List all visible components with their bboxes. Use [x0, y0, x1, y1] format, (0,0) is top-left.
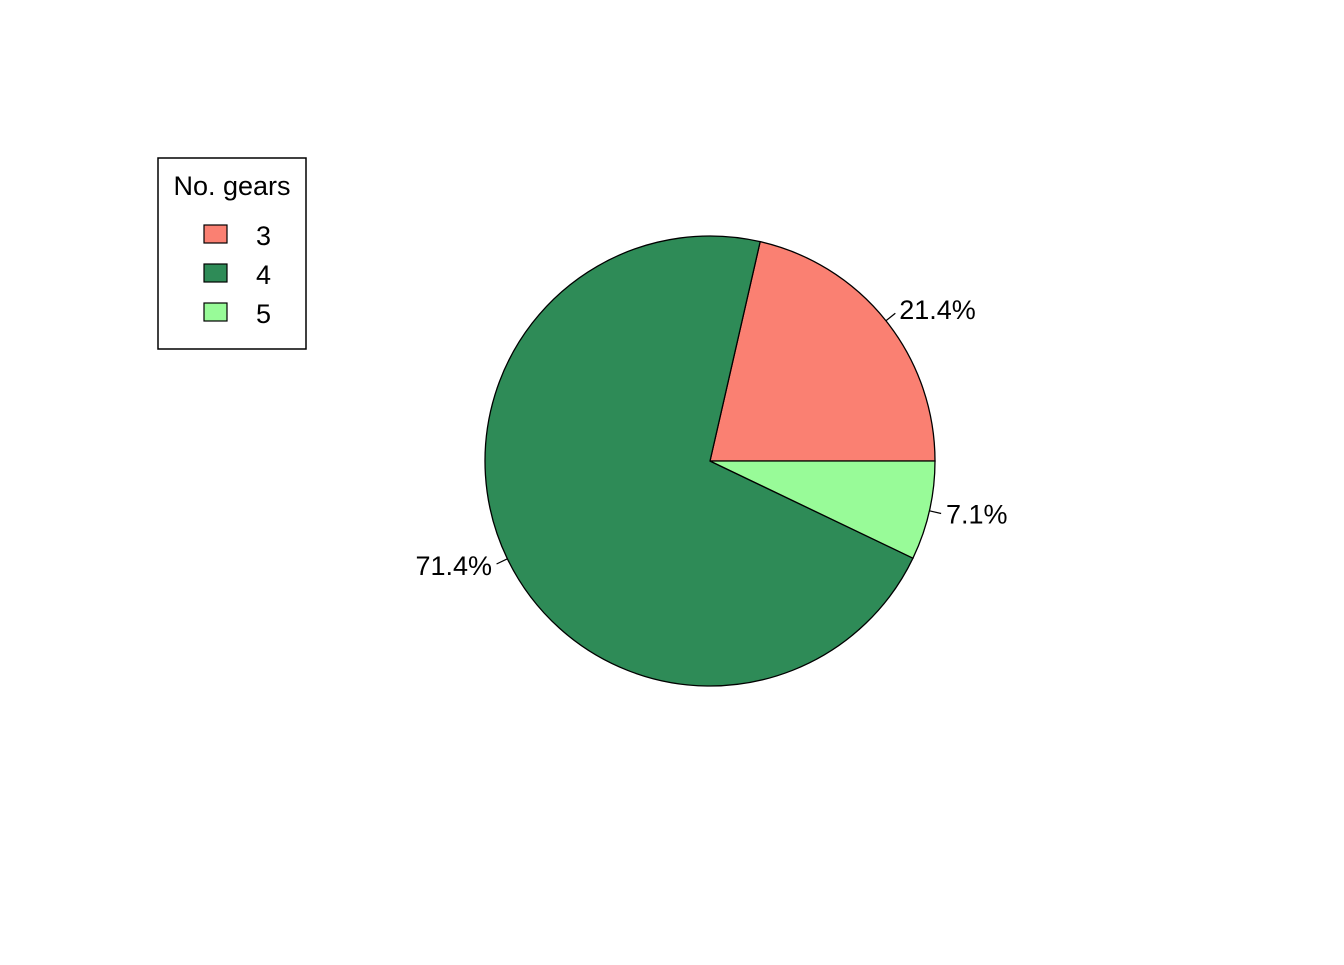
legend-label-5: 5 [256, 299, 271, 329]
pie-label-tick-3 [885, 312, 896, 322]
pie-label-tick-4 [496, 558, 508, 565]
legend-box [157, 157, 307, 350]
legend-swatch-5 [203, 302, 228, 322]
legend-label-3: 3 [256, 221, 271, 251]
pie-slice-3 [709, 240, 936, 462]
pie-slice-4 [484, 235, 914, 687]
legend-swatch-4 [203, 263, 228, 283]
pie-slice-5 [709, 460, 936, 560]
pie-labels: 21.4% 71.4% 7.1% [415, 295, 1007, 581]
pie-label-tick-5 [929, 510, 942, 515]
pie-label-5: 7.1% [946, 500, 1008, 530]
legend: No. gears 3 4 5 [157, 157, 307, 350]
pie-slices [484, 235, 936, 687]
pie-label-3: 21.4% [899, 295, 976, 325]
legend-swatch-3 [203, 224, 228, 244]
legend-title: No. gears [173, 171, 290, 201]
legend-label-4: 4 [256, 260, 271, 290]
pie-label-4: 71.4% [415, 551, 492, 581]
